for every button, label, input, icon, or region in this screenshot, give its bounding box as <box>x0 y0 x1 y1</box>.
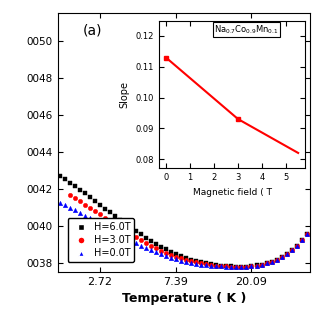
X-axis label: Temperature ( K ): Temperature ( K ) <box>122 292 246 305</box>
Text: (a): (a) <box>83 23 102 37</box>
Legend: H=6.0T, H=3.0T, H=0.0T: H=6.0T, H=3.0T, H=0.0T <box>68 218 134 262</box>
